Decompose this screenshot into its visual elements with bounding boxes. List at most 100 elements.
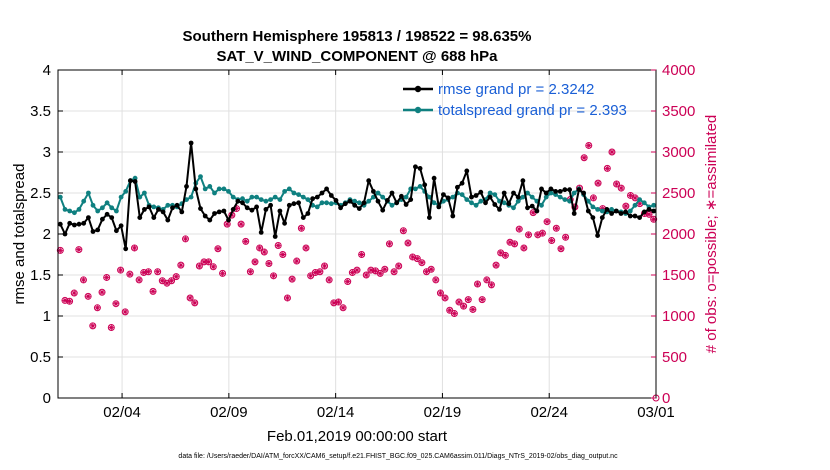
obs-assimilated-marker xyxy=(99,289,105,295)
obs-assimilated-marker xyxy=(498,250,504,256)
obs-assimilated-marker xyxy=(131,245,138,251)
rmse-point xyxy=(272,234,278,239)
spread-point xyxy=(473,202,479,208)
rmse-point xyxy=(501,190,507,196)
obs-assimilated-marker xyxy=(512,241,518,247)
obs-assimilated-marker xyxy=(206,259,212,265)
obs-assimilated-marker xyxy=(627,192,634,199)
rmse-point xyxy=(464,168,470,174)
spread-point xyxy=(464,197,470,203)
obs-assimilated-marker xyxy=(484,277,490,283)
rmse-point xyxy=(347,198,353,204)
spread-point xyxy=(562,197,568,203)
rmse-point xyxy=(567,187,572,193)
rmse-point xyxy=(497,207,502,212)
rmse-point xyxy=(202,213,208,219)
rmse-point xyxy=(436,204,442,210)
rmse-point xyxy=(445,195,451,201)
rmse-point xyxy=(156,207,161,212)
spread-point xyxy=(254,194,259,200)
obs-possible-marker xyxy=(205,258,213,266)
x-tick-label: 02/09 xyxy=(210,404,248,421)
rmse-point xyxy=(623,209,628,215)
obs-assimilated-marker xyxy=(474,281,481,287)
obs-possible-marker xyxy=(390,268,398,276)
obs-possible-marker xyxy=(79,276,87,284)
obs-assimilated-marker xyxy=(113,301,119,307)
obs-possible-marker xyxy=(93,304,101,312)
spread-point xyxy=(478,198,484,204)
spread-point xyxy=(324,200,329,206)
obs-assimilated-marker xyxy=(502,252,508,258)
obs-assimilated-marker xyxy=(80,277,87,283)
obs-assimilated-marker xyxy=(145,269,151,275)
spread-point xyxy=(492,192,498,198)
chart-title: Southern Hemisphere 195813 / 198522 = 98… xyxy=(183,28,532,45)
obs-possible-marker xyxy=(353,266,361,274)
rmse-point xyxy=(57,221,63,227)
obs-possible-marker xyxy=(209,263,217,271)
rmse-point xyxy=(300,215,306,221)
spread-point xyxy=(352,198,358,204)
spread-point xyxy=(165,202,171,208)
obs-possible-marker xyxy=(168,277,176,285)
obs-assimilated-marker xyxy=(321,263,328,269)
spread-point xyxy=(427,194,432,200)
rmse-point xyxy=(427,215,432,221)
obs-possible-marker xyxy=(478,296,486,304)
obs-possible-marker xyxy=(279,251,287,258)
obs-possible-marker xyxy=(66,297,74,305)
obs-possible-marker xyxy=(613,180,621,188)
obs-possible-marker xyxy=(334,298,342,306)
x-axis-label: Feb.01,2019 00:00:00 start xyxy=(267,428,448,445)
obs-assimilated-marker xyxy=(363,272,369,278)
obs-assimilated-marker xyxy=(530,210,536,216)
obs-assimilated-marker xyxy=(400,228,406,234)
rmse-point xyxy=(637,215,642,221)
obs-possible-marker xyxy=(483,276,491,284)
obs-assimilated-marker xyxy=(252,259,258,265)
legend-rmse-label: rmse grand pr = 2.3242 xyxy=(438,81,594,98)
obs-assimilated-marker xyxy=(215,246,221,252)
rmse-point xyxy=(478,189,484,195)
obs-possible-marker xyxy=(376,269,384,277)
obs-possible-marker xyxy=(580,154,588,162)
obs-assimilated-marker xyxy=(437,290,444,296)
rmse-point xyxy=(212,211,217,216)
y-tick-label-left: 3 xyxy=(43,144,51,161)
rmse-point xyxy=(571,211,577,216)
obs-possible-marker xyxy=(316,268,324,276)
obs-assimilated-marker xyxy=(76,246,82,253)
rmse-point xyxy=(123,246,129,252)
obs-assimilated-marker xyxy=(294,258,300,264)
rmse-point xyxy=(581,190,586,196)
rmse-point xyxy=(193,186,199,192)
obs-assimilated-marker xyxy=(405,240,411,246)
spread-point xyxy=(142,190,147,196)
legend-rmse-marker xyxy=(414,85,422,93)
obs-assimilated-marker xyxy=(229,212,235,218)
obs-assimilated-marker xyxy=(85,293,91,299)
spread-point xyxy=(609,207,614,212)
obs-possible-marker xyxy=(501,251,509,259)
obs-assimilated-marker xyxy=(219,270,226,276)
obs-possible-marker xyxy=(70,289,78,297)
obs-assimilated-marker xyxy=(613,181,620,187)
spread-point xyxy=(356,200,362,206)
legend-spread-marker xyxy=(414,106,422,114)
spread-point xyxy=(539,202,544,208)
rmse-point xyxy=(226,217,231,223)
obs-possible-marker xyxy=(107,323,115,331)
spread-point xyxy=(599,208,605,214)
rmse-point xyxy=(632,213,638,219)
rmse-point xyxy=(403,202,409,207)
spread-point xyxy=(202,186,208,192)
obs-assimilated-marker xyxy=(108,324,114,331)
rmse-point xyxy=(249,207,255,213)
rmse-point xyxy=(529,203,535,209)
obs-possible-marker xyxy=(237,220,245,228)
spread-point xyxy=(417,184,423,189)
rmse-point xyxy=(543,190,549,196)
obs-possible-marker xyxy=(381,265,389,273)
y-tick-label-left: 3.5 xyxy=(30,103,51,120)
